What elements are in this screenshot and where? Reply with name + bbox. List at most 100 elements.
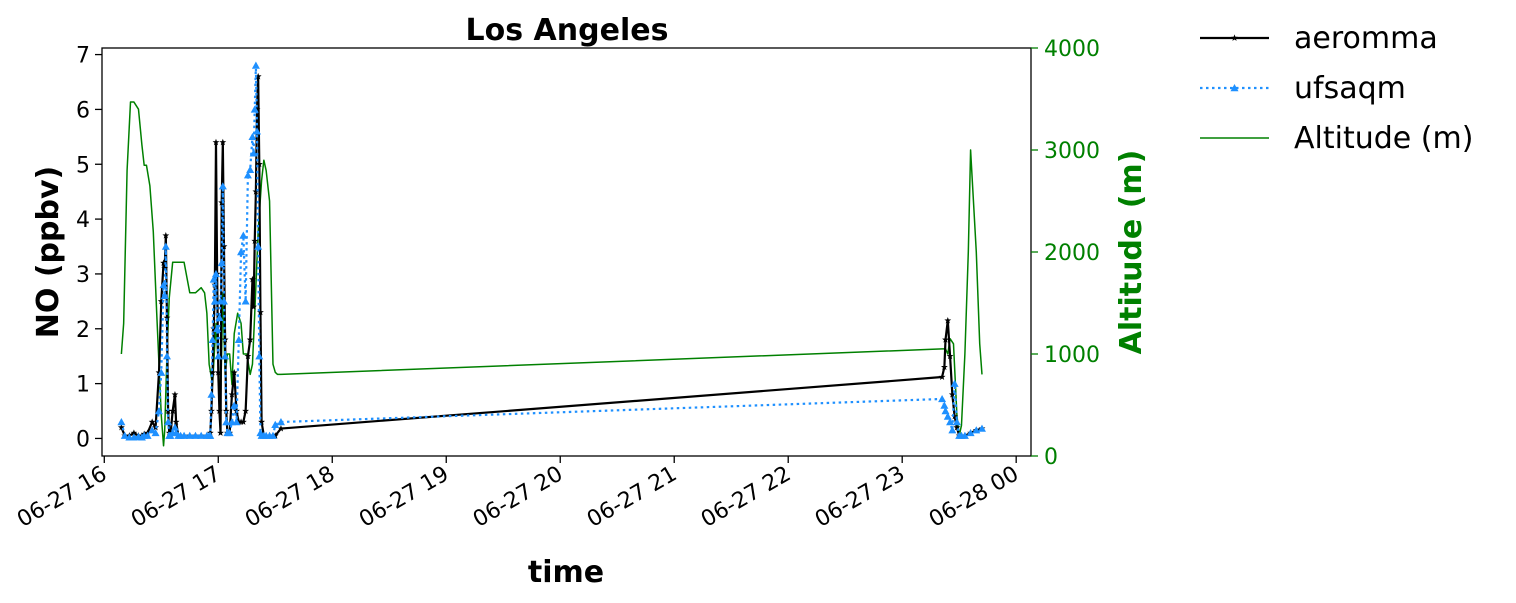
data-point [117, 423, 125, 431]
data-point [230, 369, 238, 376]
x-tick-label-0: 06-27 16 [13, 462, 111, 533]
data-point [215, 407, 223, 414]
y-tick-label-5: 5 [76, 153, 90, 178]
data-point [120, 431, 129, 439]
data-point [948, 426, 957, 434]
data-point [249, 275, 256, 283]
data-point [943, 412, 952, 420]
data-point [948, 390, 956, 398]
series-line [120, 101, 983, 447]
data-point [211, 269, 220, 278]
data-point [944, 316, 952, 324]
data-point [234, 335, 243, 343]
legend: aeromma ufsaqm Altitude (m) [1200, 21, 1473, 156]
data-point [239, 231, 248, 239]
data-point [252, 188, 260, 195]
data-point [219, 297, 228, 305]
data-point [232, 418, 241, 426]
data-point [953, 423, 961, 431]
data-point [217, 429, 224, 436]
data-point [237, 248, 246, 256]
data-point [191, 431, 200, 439]
data-point [143, 431, 152, 439]
y2-axis-label: Altitude (m) [1114, 150, 1149, 355]
data-point [171, 390, 179, 398]
data-point [209, 369, 216, 376]
data-point [246, 165, 255, 173]
x-tick-label-1: 06-27 17 [127, 462, 225, 533]
data-point [160, 291, 169, 300]
data-point [277, 424, 285, 432]
data-point [258, 418, 266, 425]
data-point [159, 280, 168, 289]
data-point [207, 390, 216, 398]
data-point [180, 431, 189, 439]
data-point [248, 132, 257, 141]
data-point [250, 303, 258, 310]
legend-label: Altitude (m) [1294, 121, 1473, 156]
x-axis: 06-27 16 06-27 17 06-27 18 06-27 19 06-27 20… [13, 456, 1023, 533]
data-point [243, 171, 252, 179]
data-point [213, 324, 222, 332]
chart-title: Los Angeles [466, 13, 669, 48]
series-aeromma [117, 72, 986, 439]
data-point [154, 407, 163, 415]
y-tick-label-7: 7 [76, 44, 90, 69]
data-point [220, 242, 228, 250]
data-point [253, 105, 261, 113]
data-point [242, 407, 250, 414]
data-point [206, 431, 215, 439]
data-point [966, 428, 975, 437]
data-point [162, 352, 171, 360]
data-point [946, 418, 955, 426]
legend-label: aeromma [1294, 21, 1438, 56]
data-point [161, 242, 170, 250]
data-point [155, 369, 163, 376]
data-point [151, 428, 160, 437]
data-point [950, 379, 959, 387]
legend-marker [1231, 34, 1238, 41]
data-point [253, 127, 262, 135]
x-tick-label-8: 06-28 00 [925, 462, 1023, 533]
data-point [170, 423, 179, 431]
data-point [255, 160, 263, 168]
data-point [940, 401, 949, 409]
x-tick-label-7: 06-27 23 [811, 462, 909, 533]
y-tick-label-4: 4 [76, 208, 90, 233]
data-point [249, 149, 258, 157]
data-point [977, 424, 986, 432]
data-point [163, 314, 171, 321]
data-point [940, 363, 948, 371]
data-point [941, 407, 950, 415]
data-point [946, 352, 954, 360]
series-line [120, 64, 983, 439]
data-point [254, 72, 262, 80]
x-tick-label-6: 06-27 22 [697, 462, 795, 533]
data-point [276, 418, 285, 426]
x-tick-label-4: 06-27 20 [469, 462, 567, 533]
y2-tick-label-2: 2000 [1044, 241, 1100, 266]
data-point [161, 264, 169, 272]
y-axis-right: 0 1000 2000 3000 4000 [1031, 37, 1100, 470]
data-point [219, 138, 227, 146]
data-point [162, 231, 170, 239]
x-tick-label-3: 06-27 19 [355, 462, 453, 533]
data-point [254, 242, 263, 250]
data-point [212, 138, 220, 146]
data-point [209, 275, 218, 283]
data-point [938, 394, 947, 403]
data-point [214, 352, 223, 360]
y-tick-label-2: 2 [76, 318, 90, 343]
data-point [938, 373, 946, 380]
data-point [228, 390, 236, 398]
data-point [942, 336, 949, 343]
data-point [217, 258, 226, 267]
data-point [214, 369, 222, 376]
data-point [251, 237, 259, 244]
data-point [130, 429, 138, 436]
series-ufsaqm [117, 61, 986, 441]
data-point [255, 352, 264, 360]
legend-marker [1230, 84, 1239, 92]
